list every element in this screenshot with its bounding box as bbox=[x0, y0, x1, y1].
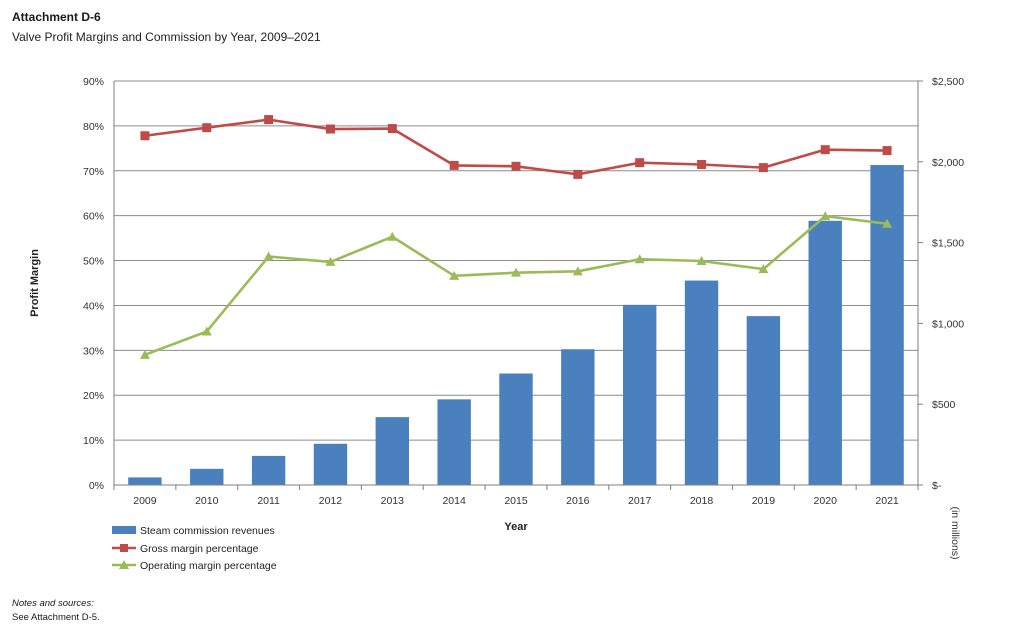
bar bbox=[808, 220, 842, 485]
bar bbox=[499, 373, 533, 485]
legend-label: Gross margin percentage bbox=[140, 543, 259, 555]
operating-margin-point bbox=[572, 266, 583, 276]
operating-margin-point bbox=[882, 218, 893, 228]
left-tick-label: 20% bbox=[83, 390, 104, 402]
left-tick-label: 0% bbox=[89, 480, 104, 492]
legend-label: Operating margin percentage bbox=[140, 560, 277, 572]
legend-swatch-bar bbox=[112, 526, 136, 534]
right-tick-label: $2,500 bbox=[932, 76, 964, 88]
right-tick-label: $2,000 bbox=[932, 157, 964, 169]
operating-margin-point bbox=[449, 270, 460, 280]
gross-margin-point bbox=[140, 131, 150, 141]
gross-margin-point bbox=[882, 146, 892, 156]
left-tick-label: 50% bbox=[83, 256, 104, 268]
attachment-title: Attachment D-6 bbox=[12, 10, 101, 24]
legend-label: Steam commission revenues bbox=[140, 525, 275, 537]
left-axis-title: Profit Margin bbox=[29, 249, 41, 317]
gross-margin-point bbox=[202, 123, 212, 133]
right-tick-label: $- bbox=[932, 480, 942, 492]
left-tick-label: 70% bbox=[83, 166, 104, 178]
x-tick-label: 2013 bbox=[381, 495, 405, 507]
left-tick-label: 80% bbox=[83, 121, 104, 133]
operating-margin-point bbox=[758, 264, 769, 274]
notes-text: See Attachment D-5. bbox=[12, 612, 100, 623]
x-tick-label: 2016 bbox=[566, 495, 590, 507]
bar bbox=[375, 417, 410, 485]
gross-margin-point bbox=[264, 115, 274, 125]
legend-marker-operating bbox=[119, 560, 129, 569]
x-axis-title: Year bbox=[504, 521, 528, 533]
x-tick-label: 2018 bbox=[690, 495, 714, 507]
bar bbox=[746, 316, 781, 485]
right-tick-label: $1,500 bbox=[932, 238, 964, 250]
left-tick-label: 60% bbox=[83, 211, 104, 223]
operating-margin-point bbox=[696, 256, 707, 266]
bar bbox=[684, 280, 719, 485]
x-tick-label: 2014 bbox=[442, 495, 466, 507]
gross-margin-point bbox=[511, 161, 521, 171]
operating-margin-point bbox=[634, 254, 645, 264]
right-tick-label: $500 bbox=[932, 399, 956, 411]
x-tick-label: 2009 bbox=[133, 495, 157, 507]
operating-margin-point bbox=[325, 256, 336, 266]
operating-margin-point bbox=[387, 231, 398, 241]
left-tick-label: 10% bbox=[83, 435, 104, 447]
x-tick-label: 2012 bbox=[319, 495, 343, 507]
legend-marker-gross bbox=[120, 544, 128, 552]
operating-margin-point bbox=[201, 326, 212, 336]
operating-margin-point bbox=[511, 267, 521, 277]
x-tick-label: 2020 bbox=[814, 495, 838, 507]
bar bbox=[622, 304, 657, 485]
gross-margin-point bbox=[387, 124, 397, 134]
gross-margin-point bbox=[449, 160, 459, 170]
right-axis-title: (in millions) bbox=[949, 506, 961, 559]
x-tick-label: 2021 bbox=[875, 495, 899, 507]
right-tick-label: $1,000 bbox=[932, 318, 964, 330]
bar bbox=[561, 349, 595, 485]
gross-margin-point bbox=[325, 124, 335, 134]
left-tick-label: 40% bbox=[83, 300, 104, 312]
notes-label: Notes and sources: bbox=[12, 598, 94, 609]
gross-margin-point bbox=[697, 159, 707, 169]
gross-margin-point bbox=[573, 169, 583, 179]
x-tick-label: 2011 bbox=[257, 495, 280, 507]
bar bbox=[870, 165, 904, 486]
bar bbox=[437, 399, 471, 485]
x-tick-label: 2019 bbox=[752, 495, 776, 507]
operating-margin-point bbox=[139, 349, 150, 359]
x-tick-label: 2015 bbox=[504, 495, 528, 507]
bar bbox=[190, 468, 224, 485]
gross-margin-point bbox=[635, 158, 645, 168]
operating-margin-point bbox=[263, 251, 274, 261]
bar bbox=[128, 477, 162, 485]
bar bbox=[251, 455, 286, 485]
gross-margin-point bbox=[820, 145, 830, 155]
left-tick-label: 30% bbox=[83, 345, 104, 357]
gross-margin-point bbox=[758, 163, 768, 173]
left-tick-label: 90% bbox=[83, 76, 104, 88]
bar bbox=[313, 443, 348, 485]
x-tick-label: 2010 bbox=[195, 495, 219, 507]
operating-margin-point bbox=[820, 211, 831, 221]
chart-subtitle: Valve Profit Margins and Commission by Y… bbox=[12, 30, 321, 44]
x-tick-label: 2017 bbox=[628, 495, 652, 507]
